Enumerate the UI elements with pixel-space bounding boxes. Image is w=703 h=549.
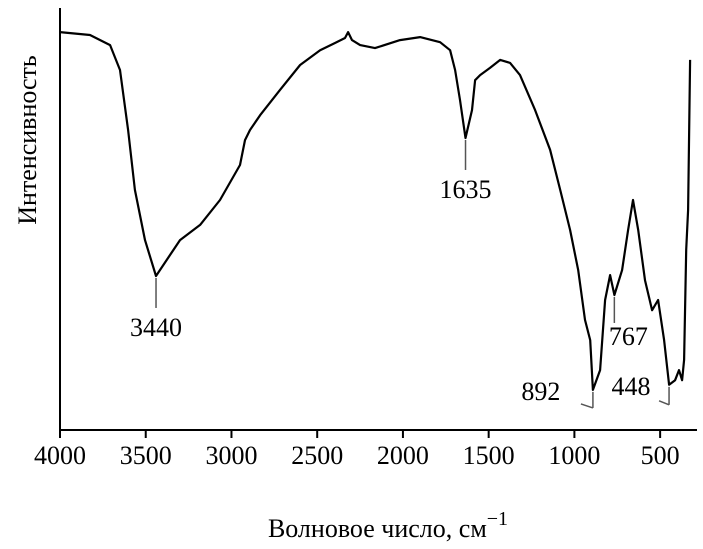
x-axis-label-main: Волновое число, см bbox=[268, 514, 487, 543]
x-tick-label: 3000 bbox=[205, 441, 257, 470]
x-axis-label: Волновое число, см−1 bbox=[268, 508, 508, 543]
annotation-hook bbox=[580, 403, 594, 409]
x-tick-label: 3500 bbox=[120, 441, 172, 470]
x-tick-label: 1000 bbox=[548, 441, 600, 470]
x-tick-label: 4000 bbox=[34, 441, 86, 470]
x-tick-label: 2000 bbox=[377, 441, 429, 470]
annotation-label: 767 bbox=[609, 322, 648, 351]
x-tick-label: 1500 bbox=[463, 441, 515, 470]
x-tick-label: 2500 bbox=[291, 441, 343, 470]
annotation-label: 3440 bbox=[130, 313, 182, 342]
x-axis-label-superscript: −1 bbox=[487, 508, 508, 530]
spectrum-line bbox=[59, 31, 692, 391]
x-tick-label: 500 bbox=[641, 441, 680, 470]
y-axis-label: Интенсивность bbox=[13, 55, 42, 225]
annotation-label: 892 bbox=[521, 377, 560, 406]
annotation-label: 448 bbox=[612, 372, 651, 401]
annotation-hook bbox=[658, 400, 670, 406]
annotation-label: 1635 bbox=[440, 175, 492, 204]
